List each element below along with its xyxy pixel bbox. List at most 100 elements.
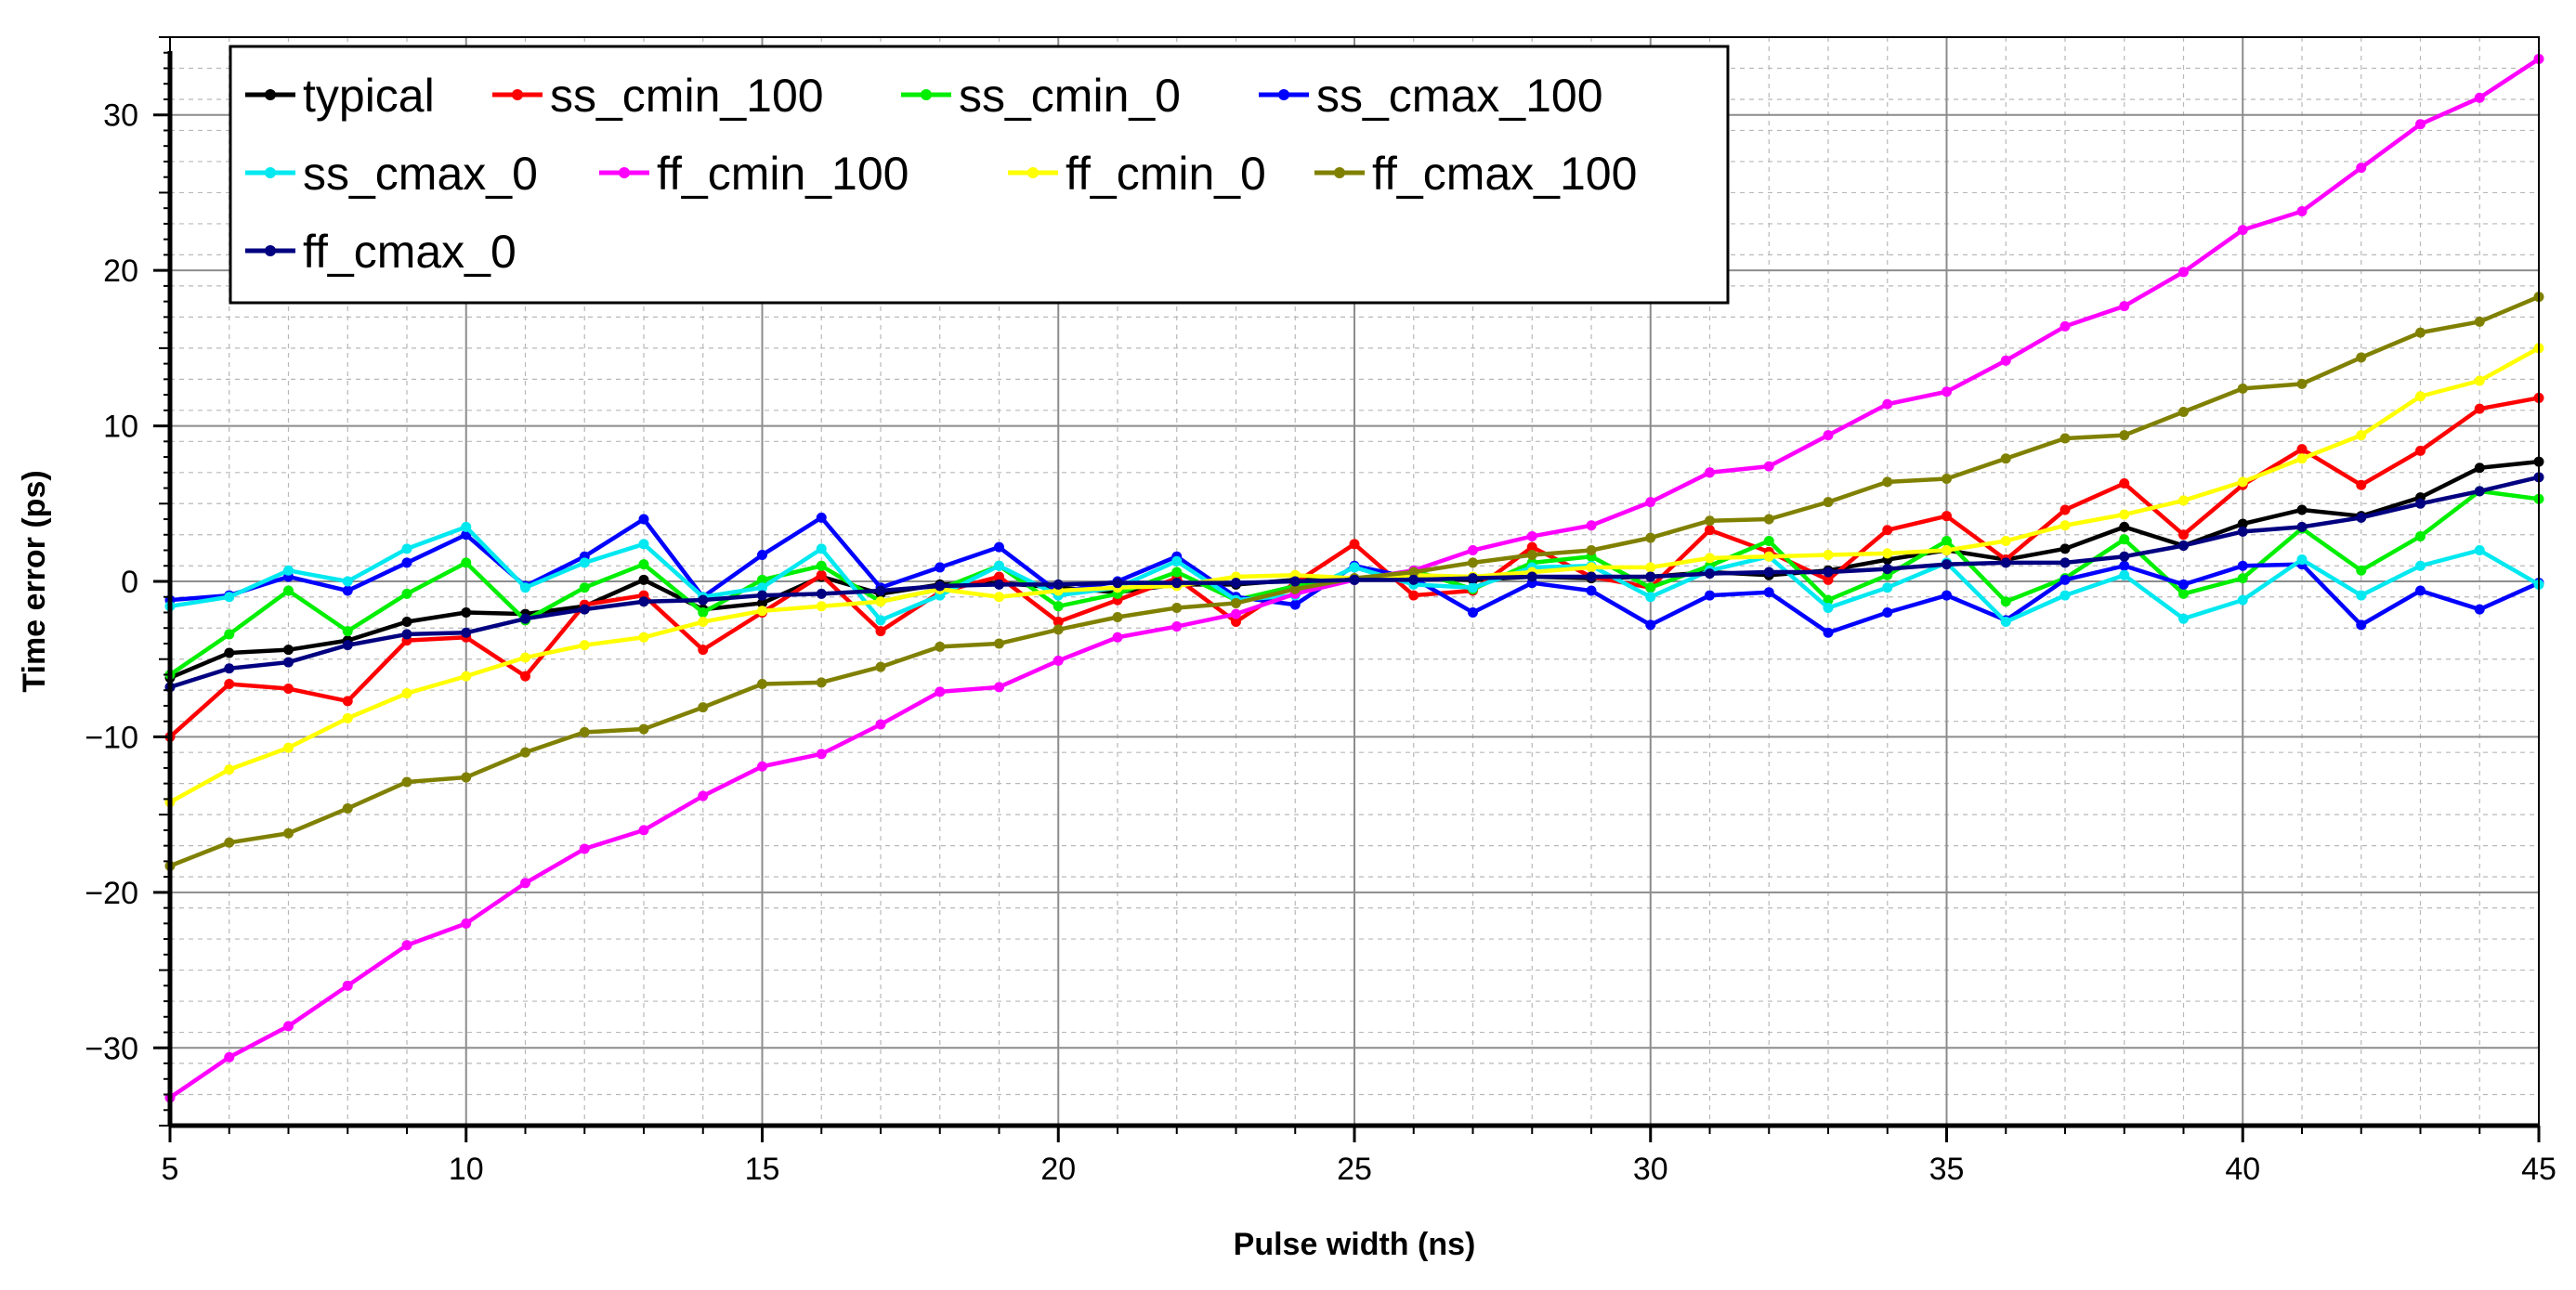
data-point — [1823, 594, 1834, 606]
data-point — [757, 606, 767, 617]
data-point — [2237, 225, 2248, 236]
data-point — [1231, 608, 1241, 619]
data-point — [283, 742, 294, 753]
data-point — [2237, 476, 2248, 488]
data-point — [1171, 555, 1183, 567]
data-point — [757, 597, 767, 608]
data-point — [1526, 550, 1537, 561]
data-point — [401, 629, 412, 640]
x-tick-label: 25 — [1337, 1152, 1372, 1187]
legend-item-ff_cmin_100: ff_cmin_100 — [599, 148, 909, 200]
data-point — [224, 592, 235, 603]
data-point — [935, 562, 946, 573]
data-point — [342, 802, 353, 814]
data-point — [1942, 545, 1952, 556]
data-point — [401, 776, 412, 788]
y-tick-label: −10 — [85, 720, 138, 755]
data-point — [2119, 430, 2130, 441]
data-point — [224, 663, 235, 674]
data-point — [757, 590, 767, 601]
x-tick-label: 30 — [1633, 1152, 1668, 1187]
data-point — [698, 645, 709, 656]
data-point — [401, 940, 412, 951]
data-point — [1349, 539, 1360, 550]
data-point — [1823, 567, 1834, 578]
data-point — [520, 652, 530, 663]
data-point — [2296, 444, 2308, 455]
data-point — [283, 657, 294, 668]
data-point — [1942, 386, 1952, 397]
data-point — [875, 596, 886, 607]
data-point — [1053, 624, 1064, 635]
data-point — [2296, 504, 2308, 515]
data-point — [1645, 562, 1656, 573]
data-point — [2178, 267, 2189, 278]
data-point — [638, 539, 649, 550]
data-point — [1468, 545, 1478, 556]
data-point — [1408, 590, 1419, 601]
data-point — [2296, 453, 2308, 464]
data-point — [698, 617, 709, 628]
data-point — [2415, 391, 2426, 402]
data-point — [1763, 514, 1774, 525]
data-point — [283, 684, 294, 695]
data-point — [1942, 535, 1952, 546]
data-point — [757, 679, 767, 690]
data-point — [520, 582, 530, 593]
data-point — [2356, 479, 2367, 490]
data-point — [2237, 560, 2248, 571]
data-point — [1645, 619, 1656, 631]
data-point — [994, 579, 1004, 590]
data-point — [2296, 521, 2308, 532]
data-point — [757, 582, 767, 593]
data-point — [1408, 574, 1419, 585]
data-point — [2415, 119, 2426, 130]
data-point — [1645, 532, 1656, 543]
data-point — [1408, 567, 1419, 578]
data-point — [579, 582, 590, 593]
data-point — [757, 550, 767, 561]
x-tick-label: 35 — [1929, 1152, 1965, 1187]
data-point — [1645, 582, 1656, 593]
data-point — [224, 679, 235, 690]
data-point — [401, 688, 412, 699]
legend-marker — [265, 167, 276, 178]
data-point — [2237, 573, 2248, 584]
data-point — [342, 585, 353, 596]
data-point — [698, 790, 709, 801]
data-point — [935, 686, 946, 697]
data-point — [2119, 509, 2130, 520]
x-tick-label: 10 — [449, 1152, 484, 1187]
data-point — [1942, 559, 1952, 570]
data-point — [2178, 613, 2189, 624]
data-point — [1645, 571, 1656, 582]
data-point — [2356, 352, 2367, 363]
x-tick-label: 5 — [162, 1152, 179, 1187]
data-point — [520, 671, 530, 682]
y-tick-label: 10 — [103, 410, 138, 445]
data-point — [935, 580, 946, 592]
data-point — [2000, 557, 2011, 568]
data-point — [1823, 574, 1834, 585]
legend-marker — [1334, 167, 1345, 178]
data-point — [816, 569, 827, 580]
data-point — [638, 596, 649, 607]
legend-label: ff_cmin_100 — [657, 148, 909, 200]
data-point — [757, 761, 767, 772]
legend-item-ss_cmin_100: ss_cmin_100 — [492, 70, 824, 122]
data-point — [2119, 478, 2130, 489]
y-tick-label: −20 — [85, 876, 138, 911]
data-point — [2296, 554, 2308, 566]
data-point — [757, 574, 767, 585]
data-point — [816, 588, 827, 599]
legend-marker — [1027, 167, 1039, 178]
data-point — [2356, 430, 2367, 441]
data-point — [1882, 548, 1893, 559]
data-point — [2119, 551, 2130, 562]
data-point — [461, 671, 472, 682]
data-point — [1586, 571, 1597, 582]
data-point — [2000, 535, 2011, 546]
data-point — [638, 723, 649, 735]
data-point — [1942, 590, 1952, 601]
x-tick-label: 45 — [2521, 1152, 2556, 1187]
